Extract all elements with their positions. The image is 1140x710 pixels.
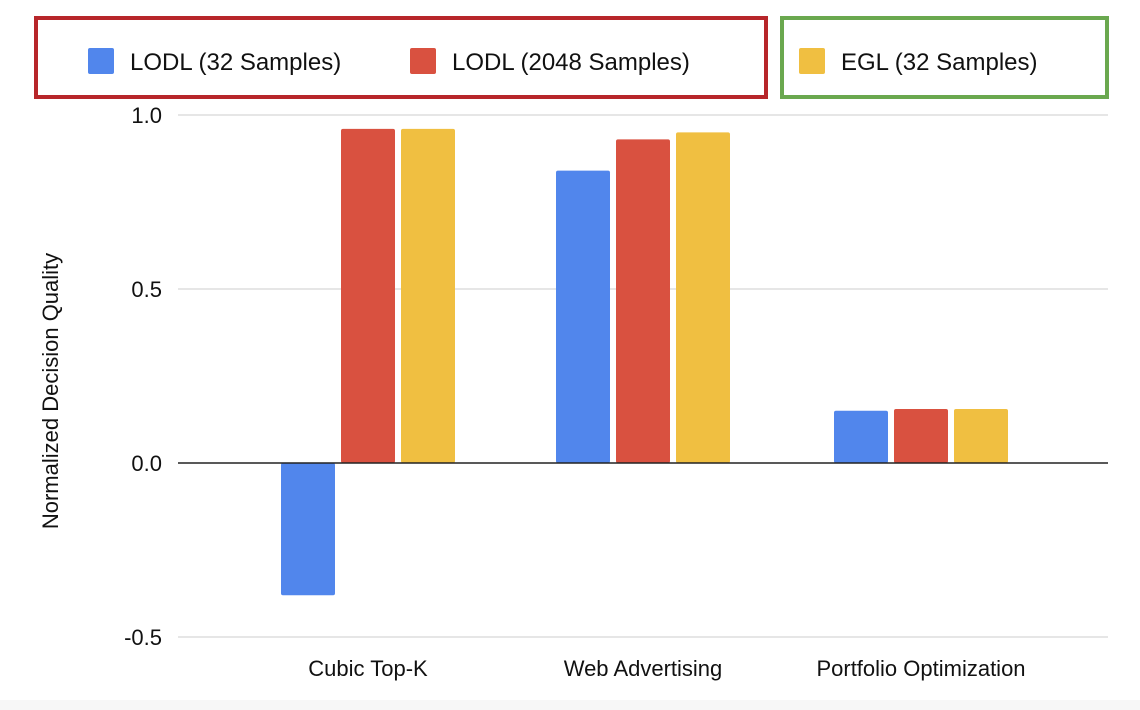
bar bbox=[556, 170, 610, 463]
bar bbox=[341, 128, 395, 464]
bar bbox=[834, 410, 888, 463]
y-tick-label: 0.0 bbox=[131, 451, 162, 476]
legend-label: LODL (32 Samples) bbox=[130, 49, 341, 76]
legend: LODL (32 Samples) LODL (2048 Samples) EGL … bbox=[34, 16, 1109, 99]
y-tick-label: 1.0 bbox=[131, 103, 162, 128]
legend-swatch bbox=[410, 48, 436, 74]
bar bbox=[401, 128, 455, 464]
x-tick-label: Cubic Top-K bbox=[308, 656, 428, 681]
legend-label: EGL (32 Samples) bbox=[841, 49, 1038, 76]
legend-swatch bbox=[799, 48, 825, 74]
x-axis: Cubic Top-K Web Advertising Portfolio Opti… bbox=[308, 656, 1025, 681]
legend-swatch bbox=[88, 48, 114, 74]
bar bbox=[894, 409, 948, 463]
bar bbox=[281, 463, 335, 596]
y-axis-label: Normalized Decision Quality bbox=[38, 253, 63, 529]
bars bbox=[281, 128, 1008, 596]
bottom-strip bbox=[0, 700, 1140, 710]
bar bbox=[954, 409, 1008, 463]
legend-label: LODL (2048 Samples) bbox=[452, 49, 690, 76]
bar bbox=[616, 139, 670, 464]
legend-group-box bbox=[780, 16, 1109, 99]
legend-group-box bbox=[34, 16, 768, 99]
y-tick-label: 0.5 bbox=[131, 277, 162, 302]
y-tick-label: -0.5 bbox=[124, 625, 162, 650]
y-axis: -0.5 0.0 0.5 1.0 bbox=[124, 103, 162, 650]
x-tick-label: Portfolio Optimization bbox=[816, 656, 1025, 681]
bar bbox=[676, 132, 730, 463]
x-tick-label: Web Advertising bbox=[564, 656, 723, 681]
